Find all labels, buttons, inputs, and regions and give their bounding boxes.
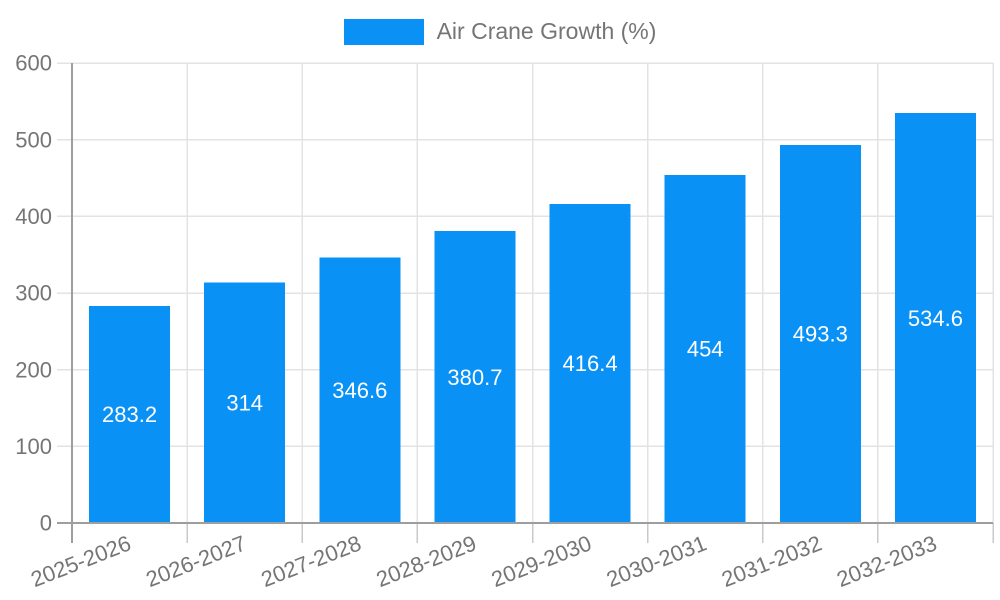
x-tick-label: 2030-2031 — [603, 530, 710, 592]
x-tick-label: 2026-2027 — [142, 530, 249, 592]
x-tick-label: 2027-2028 — [258, 530, 365, 592]
bar-value-label: 493.3 — [793, 322, 848, 347]
axis-lines — [57, 63, 993, 543]
bars-series: 283.2 314 346.6 380.7 416.4 454 493.3 534.6 — [89, 113, 976, 523]
bar — [894, 113, 976, 523]
x-tick-label: 2032-2033 — [833, 530, 940, 592]
bar — [204, 282, 286, 523]
y-tick-label: 0 — [40, 511, 52, 536]
legend-label: Air Crane Growth (%) — [436, 18, 657, 44]
y-tick-label: 600 — [15, 51, 52, 76]
x-tick-label: 2025-2026 — [27, 530, 134, 592]
bar — [434, 231, 516, 523]
bar — [779, 144, 861, 523]
bar — [549, 203, 631, 523]
bar-value-label: 314 — [226, 390, 263, 415]
chart-legend: Air Crane Growth (%) — [0, 18, 1000, 45]
bar-value-label: 416.4 — [563, 351, 618, 376]
legend-swatch — [343, 18, 424, 45]
bar-value-label: 534.6 — [908, 306, 963, 331]
x-tick-label: 2028-2029 — [373, 530, 480, 592]
y-tick-label: 100 — [15, 434, 52, 459]
y-tick-label: 400 — [15, 204, 52, 229]
y-axis: 0 100 200 300 400 500 600 — [15, 51, 52, 536]
x-tick-label: 2029-2030 — [488, 530, 595, 592]
bar-value-label: 454 — [687, 337, 724, 362]
y-tick-label: 500 — [15, 127, 52, 152]
bar-value-label: 283.2 — [102, 402, 157, 427]
y-tick-label: 200 — [15, 357, 52, 382]
bar-value-label: 346.6 — [332, 378, 387, 403]
y-tick-label: 300 — [15, 281, 52, 306]
x-axis: 2025-2026 2026-2027 2027-2028 2028-2029 2029… — [27, 530, 940, 592]
bar-value-label: 380.7 — [447, 365, 502, 390]
x-tick-label: 2031-2032 — [718, 530, 825, 592]
bar — [89, 305, 171, 523]
bar — [319, 257, 401, 523]
bar — [664, 174, 746, 523]
